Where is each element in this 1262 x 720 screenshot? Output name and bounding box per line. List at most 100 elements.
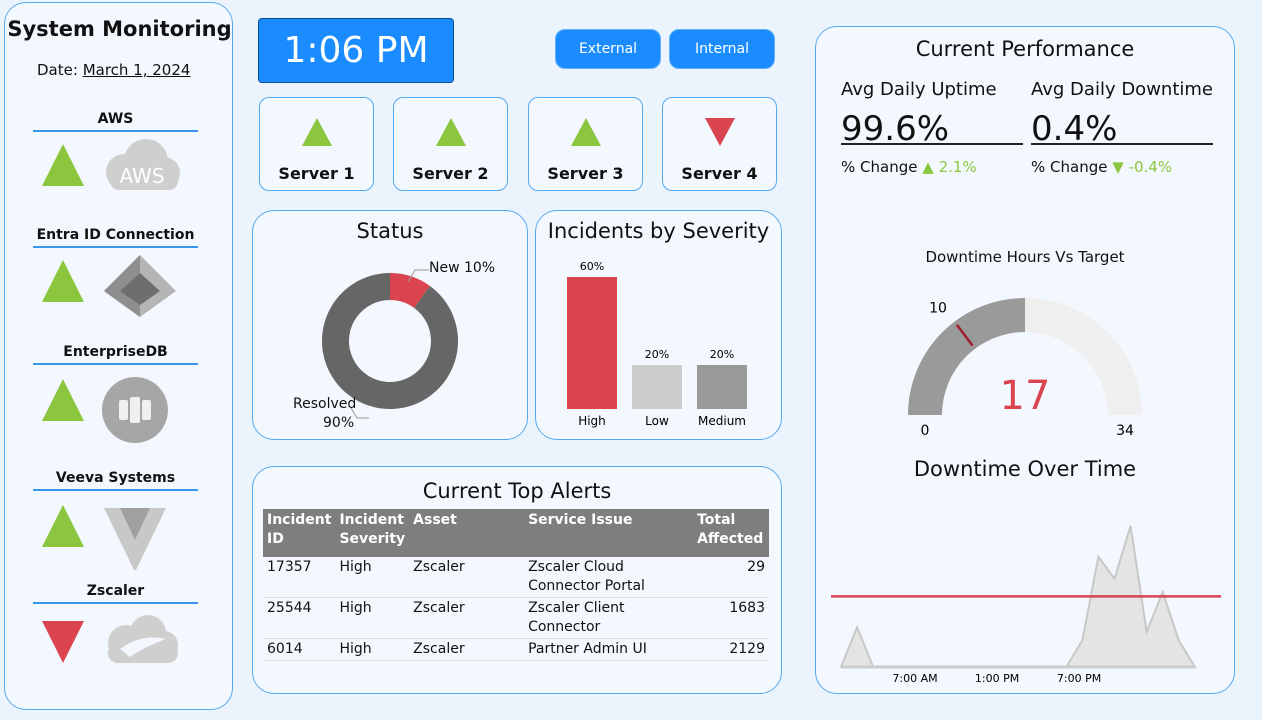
downtime-timeline-chart: 7:00 AM 1:00 PM 7:00 PM — [831, 525, 1221, 685]
leader-line-new — [407, 269, 429, 283]
cell-severity: High — [335, 557, 410, 598]
bar-high[interactable] — [567, 277, 617, 409]
col-incident-severity[interactable]: Incident Severity — [335, 509, 410, 557]
divider — [33, 246, 198, 248]
status-down-icon — [705, 118, 735, 146]
aws-cloud-icon: AWS — [106, 139, 180, 190]
divider — [33, 489, 198, 491]
enterprisedb-icon — [102, 377, 168, 443]
report-date: Date: March 1, 2024 — [37, 61, 190, 79]
status-up-icon — [42, 379, 84, 421]
clock-display: 1:06 PM — [258, 18, 454, 83]
divider — [33, 130, 198, 132]
cell-service-issue: Zscaler Cloud Connector Portal — [524, 557, 694, 598]
downtime-change: % Change ▼ -0.4% — [1031, 158, 1172, 176]
status-chart-panel: Status New 10% Resolved 90% — [252, 210, 528, 440]
cell-total-affected: 2129 — [693, 638, 769, 661]
donut-slice-new[interactable] — [390, 273, 430, 308]
table-row[interactable]: 17357 High Zscaler Zscaler Cloud Connect… — [263, 557, 769, 598]
performance-title: Current Performance — [915, 37, 1135, 61]
x-tick-label: High — [578, 414, 606, 428]
table-row[interactable]: 6014 High Zscaler Partner Admin UI 2129 — [263, 638, 769, 661]
downtime-underline — [1031, 143, 1213, 145]
severity-chart-title: Incidents by Severity — [547, 219, 770, 243]
change-down-icon: ▼ — [1112, 158, 1124, 176]
new-slice-label: New 10% — [429, 260, 496, 276]
col-incident-id[interactable]: Incident ID — [263, 509, 336, 557]
col-asset[interactable]: Asset — [409, 509, 525, 557]
server-card-1[interactable]: Server 1 — [259, 97, 374, 191]
cell-severity: High — [335, 597, 410, 639]
cell-service-issue: Partner Admin UI — [524, 638, 694, 661]
cell-service-issue: Zscaler Client Connector — [524, 597, 694, 639]
gauge-target-marker — [955, 324, 974, 347]
status-up-icon — [42, 144, 84, 186]
sidebar-title: System Monitoring — [7, 17, 232, 41]
internal-button[interactable]: Internal — [669, 29, 775, 69]
col-service-issue[interactable]: Service Issue — [524, 509, 694, 557]
server-label: Server 4 — [681, 164, 758, 183]
alerts-title: Current Top Alerts — [422, 479, 612, 503]
cell-asset: Zscaler — [409, 597, 525, 639]
alerts-table: Incident ID Incident Severity Asset Serv… — [263, 509, 769, 661]
change-label: % Change — [1031, 158, 1108, 176]
cell-incident-id: 17357 — [263, 557, 336, 598]
system-name: Zscaler — [86, 583, 145, 599]
server-card-3[interactable]: Server 3 — [528, 97, 643, 191]
leader-line-resolved — [350, 407, 369, 419]
gauge-value-label: 17 — [1000, 373, 1051, 419]
server-label: Server 3 — [547, 164, 624, 183]
server-card-2[interactable]: Server 2 — [393, 97, 508, 191]
gauge-value-arc[interactable] — [908, 298, 1025, 415]
change-label: % Change — [841, 158, 918, 176]
bar-medium[interactable] — [697, 365, 747, 409]
col-total-affected[interactable]: Total Affected — [693, 509, 769, 557]
downtime-label: Avg Daily Downtime — [1031, 79, 1213, 100]
system-name: Veeva Systems — [55, 470, 176, 486]
status-up-icon — [42, 505, 84, 547]
table-row[interactable]: 25544 High Zscaler Zscaler Client Connec… — [263, 597, 769, 639]
alerts-panel: Current Top Alerts Incident ID Incident … — [252, 466, 782, 694]
resolved-slice-label: Resolved — [293, 396, 357, 412]
aws-logo-text: AWS — [119, 164, 164, 188]
timeline-title: Downtime Over Time — [913, 457, 1137, 481]
x-tick-label: Medium — [698, 414, 746, 428]
server-label: Server 2 — [412, 164, 489, 183]
external-button[interactable]: External — [555, 29, 661, 69]
entra-id-icon — [104, 255, 176, 317]
system-name: Entra ID Connection — [36, 227, 195, 243]
divider — [33, 363, 198, 365]
sidebar: System Monitoring Date: March 1, 2024 AW… — [4, 2, 233, 710]
date-value[interactable]: March 1, 2024 — [82, 61, 191, 79]
severity-bar-chart: 60% High 20% Low 20% Medium — [567, 260, 747, 428]
severity-chart-panel: Incidents by Severity 60% High 20% Low 20% Me… — [535, 210, 782, 440]
veeva-icon — [104, 508, 166, 570]
uptime-change: % Change ▲ 2.1% — [841, 158, 977, 176]
performance-panel: Current Performance Avg Daily Uptime 99.… — [815, 26, 1235, 694]
cell-incident-id: 6014 — [263, 638, 336, 661]
x-tick-label: 7:00 PM — [1057, 672, 1101, 685]
bar-low[interactable] — [632, 365, 682, 409]
gauge-remaining-arc[interactable] — [1025, 298, 1142, 415]
gauge-title: Downtime Hours Vs Target — [925, 248, 1125, 266]
gauge-min-label: 0 — [921, 423, 930, 439]
change-value: 2.1% — [938, 158, 977, 176]
system-name: EnterpriseDB — [63, 344, 168, 360]
zscaler-icon — [108, 615, 178, 663]
cell-total-affected: 1683 — [693, 597, 769, 639]
status-donut-chart — [322, 269, 458, 419]
server-card-4[interactable]: Server 4 — [662, 97, 777, 191]
status-chart-title: Status — [356, 219, 424, 243]
cell-incident-id: 25544 — [263, 597, 336, 639]
server-label: Server 1 — [278, 164, 355, 183]
status-up-icon — [302, 118, 332, 146]
uptime-label: Avg Daily Uptime — [841, 79, 997, 100]
status-up-icon — [436, 118, 466, 146]
x-tick-label: Low — [645, 414, 669, 428]
x-tick-label: 7:00 AM — [892, 672, 937, 685]
donut-slice-resolved[interactable] — [322, 273, 458, 409]
system-name: AWS — [97, 111, 134, 127]
bar-data-label: 20% — [710, 348, 734, 361]
gauge-max-label: 34 — [1116, 423, 1134, 439]
bar-data-label: 60% — [580, 260, 604, 273]
